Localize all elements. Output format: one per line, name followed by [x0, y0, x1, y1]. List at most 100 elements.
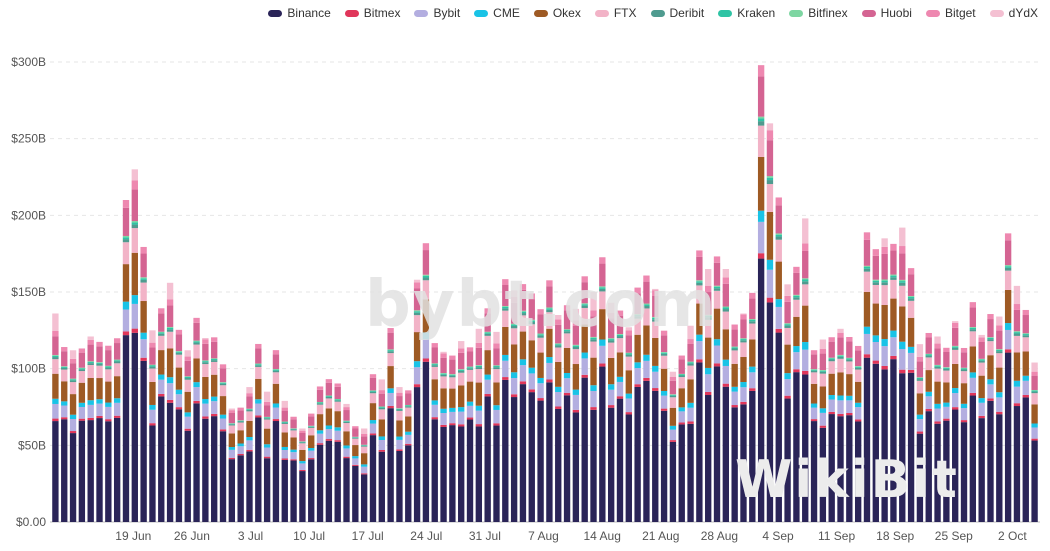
bar-stack[interactable]: [308, 413, 315, 522]
bar-stack[interactable]: [872, 249, 879, 522]
bar-stack[interactable]: [1022, 309, 1029, 522]
bar-stack[interactable]: [466, 347, 474, 522]
bar-stack[interactable]: [713, 256, 721, 522]
bar-stack[interactable]: [61, 347, 68, 522]
bar-stack[interactable]: [343, 403, 350, 522]
bar-stack[interactable]: [149, 330, 156, 522]
bar-stack[interactable]: [422, 243, 430, 522]
bar-stack[interactable]: [581, 276, 588, 522]
bar-stack[interactable]: [96, 341, 103, 522]
legend-item-bybit[interactable]: Bybit: [414, 6, 460, 20]
bar-stack[interactable]: [934, 336, 941, 522]
bar-stack[interactable]: [634, 287, 641, 522]
bar-stack[interactable]: [105, 345, 112, 522]
bar-stack[interactable]: [731, 324, 738, 522]
legend-item-bitfinex[interactable]: Bitfinex: [789, 6, 848, 20]
bar-stack[interactable]: [405, 390, 412, 522]
bar-stack[interactable]: [502, 279, 509, 522]
bar-stack[interactable]: [599, 257, 606, 522]
bar-stack[interactable]: [255, 343, 262, 522]
bar-stack[interactable]: [1013, 285, 1021, 522]
bar-stack[interactable]: [572, 308, 580, 522]
bar-stack[interactable]: [943, 347, 950, 522]
bar-stack[interactable]: [1004, 233, 1012, 522]
bar-stack[interactable]: [643, 275, 650, 522]
bar-stack[interactable]: [907, 268, 915, 522]
bar-stack[interactable]: [493, 331, 500, 522]
bar-stack[interactable]: [316, 386, 324, 522]
bar-stack[interactable]: [449, 355, 456, 522]
legend-item-kraken[interactable]: Kraken: [718, 6, 775, 20]
bar-stack[interactable]: [696, 250, 703, 522]
bar-stack[interactable]: [290, 416, 297, 522]
bar-stack[interactable]: [352, 426, 359, 522]
bar-stack[interactable]: [52, 313, 59, 522]
legend-item-ftx[interactable]: FTX: [594, 6, 637, 20]
bar-stack[interactable]: [652, 288, 659, 522]
bar-stack[interactable]: [431, 343, 438, 522]
bar-stack[interactable]: [899, 227, 906, 522]
bar-stack[interactable]: [837, 328, 844, 522]
bar-stack[interactable]: [237, 407, 244, 522]
legend-item-binance[interactable]: Binance: [268, 6, 331, 20]
bar-stack[interactable]: [184, 350, 191, 522]
bar-stack[interactable]: [890, 243, 897, 522]
bar-stack[interactable]: [87, 336, 94, 522]
bar-stack[interactable]: [863, 232, 871, 522]
bar-stack[interactable]: [166, 282, 174, 522]
bar-stack[interactable]: [952, 321, 959, 522]
bar-stack[interactable]: [854, 345, 862, 522]
bar-stack[interactable]: [378, 379, 385, 522]
bar-stack[interactable]: [749, 292, 756, 522]
bar-stack[interactable]: [722, 269, 730, 522]
bar-stack[interactable]: [978, 334, 985, 522]
legend-item-dydx[interactable]: dYdX: [989, 6, 1038, 20]
bar-stack[interactable]: [802, 218, 809, 522]
bar-stack[interactable]: [387, 328, 394, 522]
bar-stack[interactable]: [625, 327, 632, 522]
legend-item-cme[interactable]: CME: [474, 6, 520, 20]
bar-stack[interactable]: [563, 305, 571, 522]
bar-stack[interactable]: [202, 338, 209, 522]
bar-stack[interactable]: [193, 317, 200, 522]
bar-stack[interactable]: [413, 279, 421, 522]
bar-stack[interactable]: [140, 246, 147, 522]
bar-stack[interactable]: [810, 350, 818, 522]
legend-item-deribit[interactable]: Deribit: [650, 6, 704, 20]
bar-stack[interactable]: [705, 269, 712, 522]
bar-stack[interactable]: [828, 337, 835, 522]
bar-stack[interactable]: [299, 428, 306, 522]
bar-stack[interactable]: [484, 308, 491, 522]
bar-stack[interactable]: [678, 355, 685, 522]
bar-stack[interactable]: [519, 284, 527, 522]
bar-stack[interactable]: [528, 293, 535, 522]
bar-stack[interactable]: [757, 65, 765, 522]
legend-item-bitmex[interactable]: Bitmex: [344, 6, 400, 20]
bar-stack[interactable]: [916, 344, 924, 522]
bar-stack[interactable]: [175, 329, 183, 522]
bar-stack[interactable]: [969, 302, 977, 522]
bar-stack[interactable]: [669, 371, 677, 522]
bar-stack[interactable]: [996, 316, 1003, 522]
bar-stack[interactable]: [78, 348, 86, 522]
bar-stack[interactable]: [325, 379, 333, 522]
bar-stack[interactable]: [475, 328, 483, 522]
bar-stack[interactable]: [440, 351, 447, 522]
bar-stack[interactable]: [263, 391, 271, 522]
bar-stack[interactable]: [369, 374, 377, 522]
bar-stack[interactable]: [69, 350, 77, 522]
bar-stack[interactable]: [281, 400, 288, 522]
bar-stack[interactable]: [819, 339, 827, 522]
legend-item-okex[interactable]: Okex: [533, 6, 581, 20]
bar-stack[interactable]: [219, 364, 227, 522]
bar-stack[interactable]: [987, 314, 994, 522]
bar-stack[interactable]: [272, 350, 280, 522]
bar-stack[interactable]: [784, 284, 791, 522]
bar-stack[interactable]: [211, 337, 218, 522]
bar-stack[interactable]: [122, 200, 130, 522]
bar-stack[interactable]: [740, 313, 747, 522]
bar-stack[interactable]: [246, 387, 253, 522]
bar-stack[interactable]: [881, 238, 888, 522]
bar-stack[interactable]: [131, 169, 138, 522]
bar-stack[interactable]: [228, 408, 236, 522]
